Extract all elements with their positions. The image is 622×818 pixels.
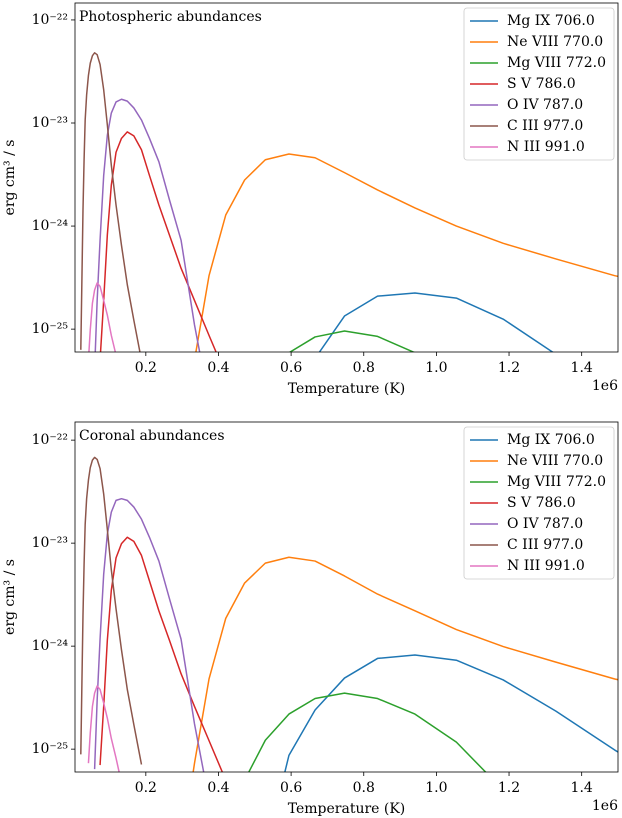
x-axis-label: Temperature (K) [288, 381, 406, 397]
legend-label: O IV 787.0 [507, 97, 583, 113]
legend-label: Mg VIII 772.0 [507, 55, 606, 71]
series-line [88, 282, 117, 352]
legend-label: N III 991.0 [507, 139, 585, 155]
series-line [94, 98, 201, 352]
series-line [87, 685, 120, 772]
legend-label: Mg VIII 772.0 [507, 474, 606, 490]
series-line [80, 456, 143, 765]
legend-label: C III 977.0 [507, 537, 583, 553]
legend-label: Ne VIII 770.0 [507, 453, 603, 469]
axes-frame [74, 2, 619, 353]
legend-label: C III 977.0 [507, 118, 583, 134]
x-axis-label: Temperature (K) [288, 801, 406, 817]
subplot: 10⁻²⁵ 10⁻²⁴ 10⁻²³ 10⁻²² 0.2 0.4 0.6 0.8 1.0 1.2 1.… [2, 421, 619, 817]
legend-label: N III 991.0 [507, 558, 585, 574]
x-tick-label: 0.6 [280, 780, 302, 796]
y-tick-label: 10⁻²⁴ [32, 218, 69, 234]
axes-frame [74, 421, 619, 773]
x-tick-label: 0.4 [207, 780, 229, 796]
legend-label: O IV 787.0 [507, 516, 583, 532]
series-line [288, 330, 416, 352]
x-tick-label: 0.2 [135, 360, 157, 376]
legend-label: S V 786.0 [507, 495, 576, 511]
x-tick-label: 1.2 [498, 360, 520, 376]
annotation: Photospheric abundances [79, 9, 262, 25]
series-line [195, 153, 618, 352]
annotation: Coronal abundances [79, 428, 225, 444]
legend: Mg IX 706.0 Ne VIII 770.0 Mg VIII 772.0 S V… [463, 426, 615, 580]
x-offset-label: 1e6 [592, 378, 618, 394]
y-axis-label: erg cm³ / s [2, 140, 18, 216]
x-offset-label: 1e6 [592, 798, 618, 814]
series-line [284, 654, 618, 772]
y-tick-label: 10⁻²² [32, 432, 68, 448]
x-tick-label: 0.2 [135, 780, 157, 796]
x-tick-label: 1.4 [571, 780, 593, 796]
series-line [99, 536, 224, 772]
x-tick-label: 0.6 [280, 360, 302, 376]
legend-label: S V 786.0 [507, 76, 576, 92]
x-tick-label: 1.4 [571, 360, 593, 376]
x-tick-label: 0.8 [353, 780, 375, 796]
series-line [80, 52, 141, 352]
y-tick-label: 10⁻²⁴ [32, 638, 69, 654]
series-line [93, 497, 205, 772]
y-tick-label: 10⁻²⁵ [32, 741, 69, 757]
series-line [192, 556, 618, 772]
x-tick-label: 0.4 [207, 360, 229, 376]
series-line [318, 292, 554, 352]
legend-label: Ne VIII 770.0 [507, 34, 603, 50]
legend: Mg IX 706.0 Ne VIII 770.0 Mg VIII 772.0 S V… [463, 7, 615, 161]
y-tick-label: 10⁻²² [32, 12, 68, 28]
x-tick-label: 1.2 [498, 780, 520, 796]
x-tick-label: 1.0 [425, 780, 447, 796]
y-axis-label: erg cm³ / s [2, 559, 18, 635]
lines [80, 52, 618, 352]
subplot: 10⁻²⁵ 10⁻²⁴ 10⁻²³ 10⁻²² 0.2 0.4 0.6 0.8 1.0 1.2 1.… [2, 2, 619, 397]
series-line [248, 692, 487, 772]
legend-box [463, 426, 615, 580]
legend-label: Mg IX 706.0 [507, 13, 595, 29]
y-tick-label: 10⁻²³ [32, 535, 68, 551]
y-tick-label: 10⁻²³ [32, 115, 68, 131]
lines [80, 456, 618, 772]
x-tick-label: 0.8 [353, 360, 375, 376]
y-tick-label: 10⁻²⁵ [32, 321, 69, 337]
x-tick-label: 1.0 [425, 360, 447, 376]
legend-label: Mg IX 706.0 [507, 432, 595, 448]
legend-box [463, 7, 615, 161]
